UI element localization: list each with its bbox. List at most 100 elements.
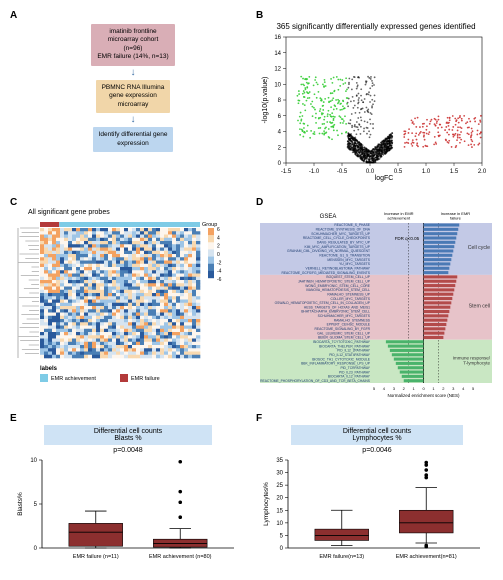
svg-text:0: 0	[278, 161, 282, 167]
flow-text: Identify differential gene	[99, 131, 168, 138]
svg-text:5: 5	[472, 386, 475, 391]
svg-text:5: 5	[34, 502, 38, 508]
svg-text:0: 0	[280, 546, 284, 552]
svg-text:5: 5	[280, 533, 284, 539]
panel-c-title: All significant gene probes	[28, 209, 242, 216]
svg-text:4: 4	[278, 130, 282, 136]
panel-b-label: B	[256, 10, 263, 21]
svg-text:14: 14	[274, 51, 281, 57]
panel-f-pvalue: p=0.0046	[258, 447, 496, 454]
panel-b: B 365 significantly differentially expre…	[254, 8, 500, 189]
panel-e: E Differential cell counts Blasts % p=0.…	[8, 411, 248, 572]
panel-f-title-l1: Differential cell counts	[343, 428, 411, 435]
svg-text:FDR q<0.05: FDR q<0.05	[395, 236, 420, 241]
svg-text:1.5: 1.5	[450, 169, 459, 175]
flow-box-identify: Identify differential gene expression	[93, 127, 174, 152]
panel-e-title-l1: Differential cell counts	[94, 428, 162, 435]
panel-c: C All significant gene probes Group6 4 2 0 -…	[8, 195, 248, 405]
flow-box-cohort: imatinib frontline microarray cohort (n=…	[91, 24, 174, 66]
figure-grid: A imatinib frontline microarray cohort (…	[8, 8, 495, 572]
svg-text:3: 3	[393, 386, 396, 391]
svg-text:2: 2	[217, 244, 220, 250]
panel-a-label: A	[10, 10, 17, 21]
svg-text:EMR achievement (n=80): EMR achievement (n=80)	[149, 554, 212, 560]
panel-e-title-l2: Blasts %	[114, 435, 141, 442]
svg-text:0: 0	[34, 546, 38, 552]
svg-text:-1.0: -1.0	[309, 169, 320, 175]
svg-text:4: 4	[462, 386, 465, 391]
svg-text:-0.5: -0.5	[337, 169, 348, 175]
svg-text:10: 10	[276, 521, 283, 527]
panel-e-label: E	[10, 413, 17, 424]
svg-text:0: 0	[217, 252, 220, 258]
svg-text:1: 1	[432, 386, 435, 391]
flow-text: microarray	[118, 101, 149, 108]
svg-text:12: 12	[274, 67, 281, 73]
svg-text:-2: -2	[217, 260, 222, 266]
svg-text:35: 35	[276, 458, 283, 464]
panel-c-label: C	[10, 197, 17, 208]
panel-e-pvalue: p=0.0048	[12, 447, 244, 454]
svg-text:REACTOME_PHOSPHORYLATION_OF_CD: REACTOME_PHOSPHORYLATION_OF_CD3_AND_TCR_…	[260, 379, 371, 383]
svg-text:T-lymphocyte: T-lymphocyte	[463, 360, 490, 365]
svg-text:EMR failure (n=11): EMR failure (n=11)	[73, 554, 119, 560]
panel-d-label: D	[256, 197, 263, 208]
svg-text:20: 20	[276, 496, 283, 502]
svg-text:10: 10	[274, 82, 281, 88]
svg-text:achievement: achievement	[387, 216, 411, 221]
svg-text:-log10(p.value): -log10(p.value)	[262, 77, 269, 124]
svg-text:labels: labels	[40, 366, 58, 372]
flow-text: expression	[117, 140, 148, 147]
boxplot-e: 0510Blasts%EMR failure (n=11)EMR achieve…	[12, 456, 242, 566]
svg-text:-6: -6	[217, 277, 222, 283]
svg-text:8: 8	[278, 98, 282, 104]
svg-text:-1.5: -1.5	[281, 169, 292, 175]
svg-text:EMR failure: EMR failure	[131, 376, 160, 382]
panel-b-title: 365 significantly differentially express…	[258, 22, 494, 31]
svg-text:6: 6	[278, 114, 282, 120]
svg-text:-4: -4	[217, 269, 222, 275]
flow-text: imatinib frontline	[109, 28, 156, 35]
svg-text:4: 4	[383, 386, 386, 391]
panel-a: A imatinib frontline microarray cohort (…	[8, 8, 248, 189]
panel-d: D GSEAIncrease in EMRachievementIncrease…	[254, 195, 500, 405]
svg-text:2: 2	[442, 386, 445, 391]
panel-f-title-l2: Lymphocytes %	[352, 435, 401, 442]
svg-text:Cell cycle: Cell cycle	[468, 245, 490, 251]
svg-text:2: 2	[278, 145, 282, 151]
svg-text:0.0: 0.0	[366, 169, 375, 175]
svg-text:25: 25	[276, 483, 283, 489]
flow-arrow-icon: ↓	[131, 70, 136, 76]
svg-text:failure: failure	[450, 216, 462, 221]
svg-text:5: 5	[373, 386, 376, 391]
svg-text:logFC: logFC	[375, 175, 394, 182]
svg-text:3: 3	[452, 386, 455, 391]
svg-text:Group: Group	[202, 222, 217, 228]
panel-f-title-box: Differential cell counts Lymphocytes %	[291, 425, 462, 445]
svg-text:16: 16	[274, 35, 281, 41]
flow-box-microarray: PBMNC RNA Illumina gene expression micro…	[96, 80, 171, 113]
panel-a-flowchart: imatinib frontline microarray cohort (n=…	[8, 8, 248, 158]
panel-f-label: F	[256, 413, 262, 424]
svg-text:10: 10	[30, 458, 37, 464]
svg-text:1: 1	[413, 386, 416, 391]
svg-text:30: 30	[276, 471, 283, 477]
boxplot-f: 05101520253035Lymphocytes%EMR failure(n=…	[258, 456, 488, 566]
flow-text: PBMNC RNA Illumina	[102, 84, 165, 91]
svg-text:6: 6	[217, 227, 220, 233]
svg-text:0.5: 0.5	[394, 169, 403, 175]
svg-text:4: 4	[217, 235, 220, 241]
heatmap-plot: Group6 4 2 0 -2 -4 -6 labels EMR achievement EMR …	[12, 218, 242, 393]
flow-arrow-icon: ↓	[131, 117, 136, 123]
svg-text:Stem cell: Stem cell	[469, 303, 490, 309]
svg-text:1.0: 1.0	[422, 169, 431, 175]
svg-text:Normalized enrichment score (N: Normalized enrichment score (NES)	[388, 393, 461, 398]
gsea-plot: GSEAIncrease in EMRachievementIncrease i…	[258, 209, 498, 399]
panel-e-title-box: Differential cell counts Blasts %	[44, 425, 211, 445]
svg-text:EMR achievement: EMR achievement	[51, 376, 96, 382]
flow-text: (n=96)	[124, 45, 143, 52]
flow-text: gene expression	[109, 92, 157, 99]
flow-text: EMR failure (14%, n=13)	[97, 53, 168, 60]
svg-text:0: 0	[422, 386, 425, 391]
svg-text:2.0: 2.0	[478, 169, 487, 175]
